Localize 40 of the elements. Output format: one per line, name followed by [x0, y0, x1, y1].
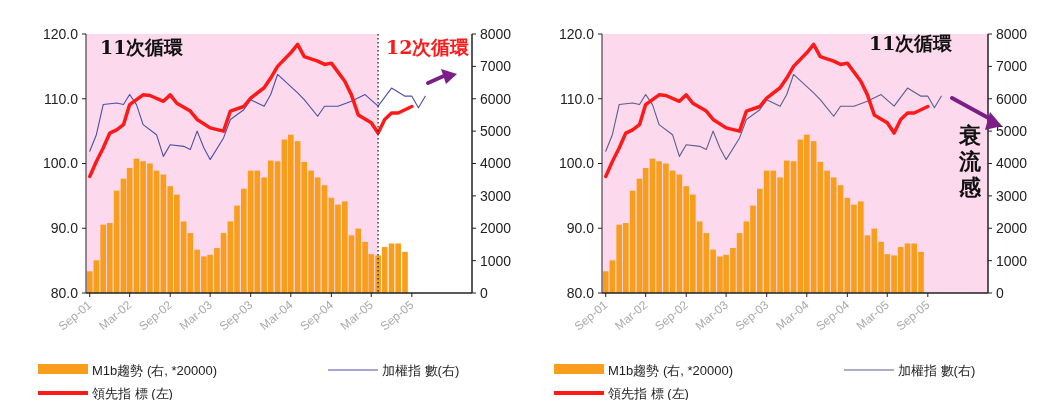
y2-tick-label: 5000 [480, 123, 512, 140]
y2-tick-label: 4000 [996, 155, 1028, 172]
line-series [89, 73, 426, 161]
legend-label: 加權指 數(右) [382, 362, 460, 378]
y2-tick-label: 0 [480, 284, 488, 301]
y2-tick-label: 2000 [996, 220, 1028, 237]
legend-label: 加權指 數(右) [898, 362, 976, 378]
y-tick-label: 120.0 [42, 25, 79, 42]
y-tick-label: 100.0 [42, 155, 79, 172]
annotation: 11次循環 [100, 36, 185, 58]
line-series [605, 73, 942, 161]
y2-tick-label: 1000 [480, 252, 512, 269]
y2-tick-label: 5000 [996, 123, 1028, 140]
y-tick-label: 90.0 [566, 220, 595, 237]
legend-label: 領先指 標 (左) [608, 385, 689, 400]
y-tick-label: 110.0 [44, 90, 79, 107]
y-tick-label: 100.0 [558, 155, 595, 172]
y-tick-label: 80.0 [50, 284, 79, 301]
y-tick-label: 120.0 [558, 25, 595, 42]
y2-tick-label: 8000 [480, 25, 512, 42]
y-tick-label: 110.0 [560, 90, 595, 107]
y2-tick-label: 7000 [480, 58, 512, 75]
y2-tick-label: 6000 [996, 90, 1028, 107]
annotation: 11次循環 [869, 32, 954, 54]
y2-tick-label: 2000 [480, 220, 512, 237]
y2-tick-label: 7000 [996, 58, 1028, 75]
legend-label: 領先指 標 (左) [92, 385, 173, 400]
annotation: 衰流感 [958, 122, 982, 200]
y2-tick-label: 3000 [480, 187, 512, 204]
y2-tick-label: 8000 [996, 25, 1028, 42]
y-tick-label: 80.0 [566, 284, 595, 301]
y2-tick-label: 3000 [996, 187, 1028, 204]
y-tick-label: 90.0 [50, 220, 79, 237]
y2-tick-label: 6000 [480, 90, 512, 107]
y2-tick-label: 1000 [996, 252, 1028, 269]
legend-label: M1b趨勢 (右, *20000) [92, 362, 217, 378]
y2-tick-label: 4000 [480, 155, 512, 172]
annotation: 12次循環 [386, 36, 471, 58]
legend-label: M1b趨勢 (右, *20000) [608, 362, 733, 378]
y2-tick-label: 0 [996, 284, 1004, 301]
